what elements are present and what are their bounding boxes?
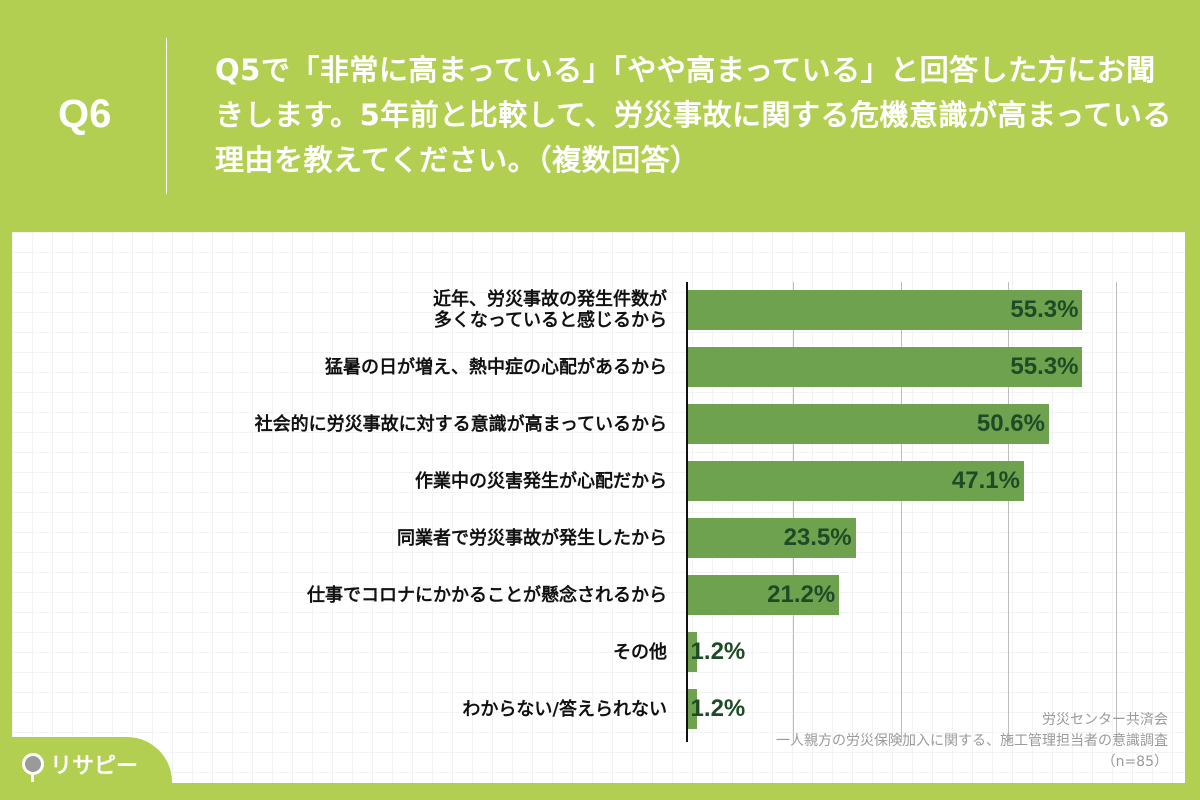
source-note: 労災センター共済会 一人親方の労災保険加入に関する、施工管理担当者の意識調査 （… xyxy=(776,712,1168,770)
bar-label: その他 xyxy=(613,641,667,663)
bar xyxy=(688,575,840,615)
bar-row: 近年、労災事故の発生件数が 多くなっていると感じるから 55.3% xyxy=(0,289,1200,331)
bar-label: 仕事でコロナにかかることが懸念されるから xyxy=(307,584,667,606)
logo: リサピー xyxy=(22,748,139,782)
bar-row: 作業中の災害発生が心配だから 47.1% xyxy=(0,461,1200,501)
bar-label: 同業者で労災事故が発生したから xyxy=(397,527,667,549)
bar-label: 近年、労災事故の発生件数が 多くなっていると感じるから xyxy=(433,289,667,331)
bar-row: わからない/答えられない 1.2% xyxy=(0,689,1200,729)
bar-value: 47.1% xyxy=(951,467,1020,494)
bar-row: 猛暑の日が増え、熱中症の心配があるから 55.3% xyxy=(0,347,1200,387)
pin-chart-icon xyxy=(22,753,44,782)
bar-row: 同業者で労災事故が発生したから 23.5% xyxy=(0,518,1200,558)
gridline-30 xyxy=(901,282,902,742)
question-text: Q5で「非常に高まっている」「やや高まっている」と回答した方にお聞きします。5年… xyxy=(215,53,1172,177)
bar xyxy=(688,347,1083,387)
bar xyxy=(688,518,856,558)
header-divider xyxy=(166,38,167,194)
gridline-60 xyxy=(1116,282,1117,742)
bar xyxy=(688,404,1049,444)
bar-value: 50.6% xyxy=(976,410,1045,437)
bar xyxy=(688,689,697,729)
bar-label: 社会的に労災事故に対する意識が高まっているから xyxy=(254,413,667,435)
bar xyxy=(688,461,1024,501)
gridline-45 xyxy=(1008,282,1009,742)
question-header: Q6 Q5で「非常に高まっている」「やや高まっている」と回答した方にお聞きします… xyxy=(0,0,1200,232)
bar xyxy=(688,290,1083,330)
bar-value: 1.2% xyxy=(690,695,746,722)
gridline-15 xyxy=(793,282,794,742)
bar xyxy=(688,632,697,672)
bar-value: 55.3% xyxy=(1010,353,1079,380)
y-axis-line xyxy=(686,282,688,742)
bar-value: 1.2% xyxy=(690,638,746,665)
bar-label: 猛暑の日が増え、熱中症の心配があるから xyxy=(325,356,667,378)
bar-row: その他 1.2% xyxy=(0,632,1200,672)
logo-text: リサピー xyxy=(50,754,139,779)
bar-value: 21.2% xyxy=(767,581,836,608)
bar-label: わからない/答えられない xyxy=(462,698,667,720)
bar-row: 社会的に労災事故に対する意識が高まっているから 50.6% xyxy=(0,404,1200,444)
bar-row: 仕事でコロナにかかることが懸念されるから 21.2% xyxy=(0,575,1200,615)
bar-value: 55.3% xyxy=(1010,296,1079,323)
bar-label: 作業中の災害発生が心配だから xyxy=(415,470,667,492)
question-number: Q6 xyxy=(58,92,112,136)
bar-value: 23.5% xyxy=(783,524,852,551)
